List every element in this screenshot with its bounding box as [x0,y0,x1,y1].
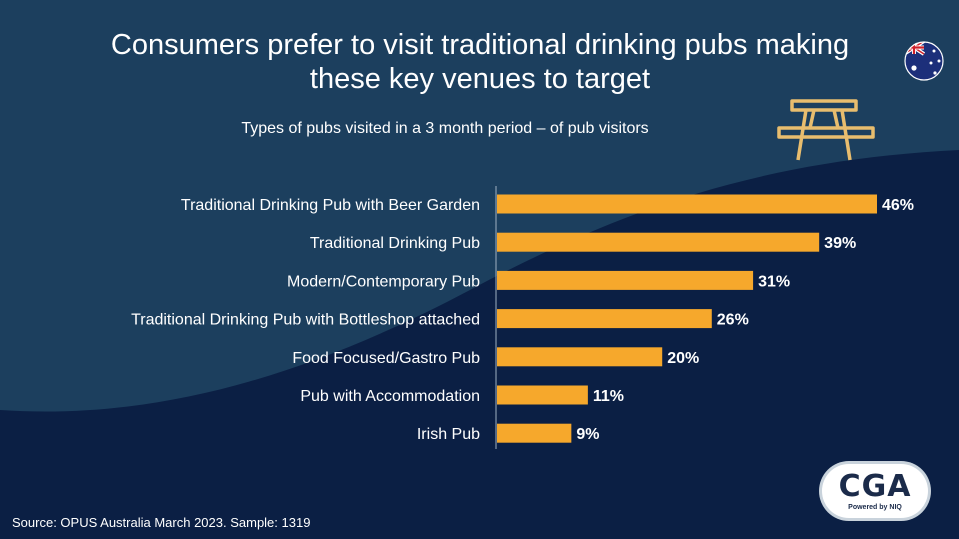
cga-logo: CGA Powered by NIQ [822,464,928,518]
source-note: Source: OPUS Australia March 2023. Sampl… [12,515,311,530]
data-label: 11% [593,388,624,405]
bar [497,270,754,290]
data-label: 46% [882,197,914,214]
data-label: 9% [576,426,599,443]
bar [497,423,572,443]
category-label: Traditional Drinking Pub with Beer Garde… [181,197,480,214]
bar [497,385,588,405]
picnic-bench-icon [777,99,875,161]
category-label: Food Focused/Gastro Pub [292,350,480,367]
bar [497,194,877,214]
page-title: Consumers prefer to visit traditional dr… [40,28,920,96]
category-label: Pub with Accommodation [300,388,480,405]
title-line-1: Consumers prefer to visit traditional dr… [110,29,850,61]
category-label: Modern/Contemporary Pub [287,273,480,290]
data-label: 31% [758,273,790,290]
bar [497,232,820,252]
bar [497,309,712,329]
category-label: Traditional Drinking Pub [310,235,480,252]
title-line-2: these key venues to target [309,63,651,95]
chart-subtitle: Types of pubs visited in a 3 month perio… [241,120,649,137]
bar [497,347,663,367]
logo-text: CGA [838,469,912,504]
category-label: Irish Pub [417,426,480,443]
data-label: 26% [717,312,749,329]
data-label: 20% [667,350,699,367]
data-label: 39% [824,235,856,252]
category-label: Traditional Drinking Pub with Bottleshop… [131,312,480,329]
logo-subtext: Powered by NIQ [848,504,902,511]
australia-flag-icon [904,41,944,81]
